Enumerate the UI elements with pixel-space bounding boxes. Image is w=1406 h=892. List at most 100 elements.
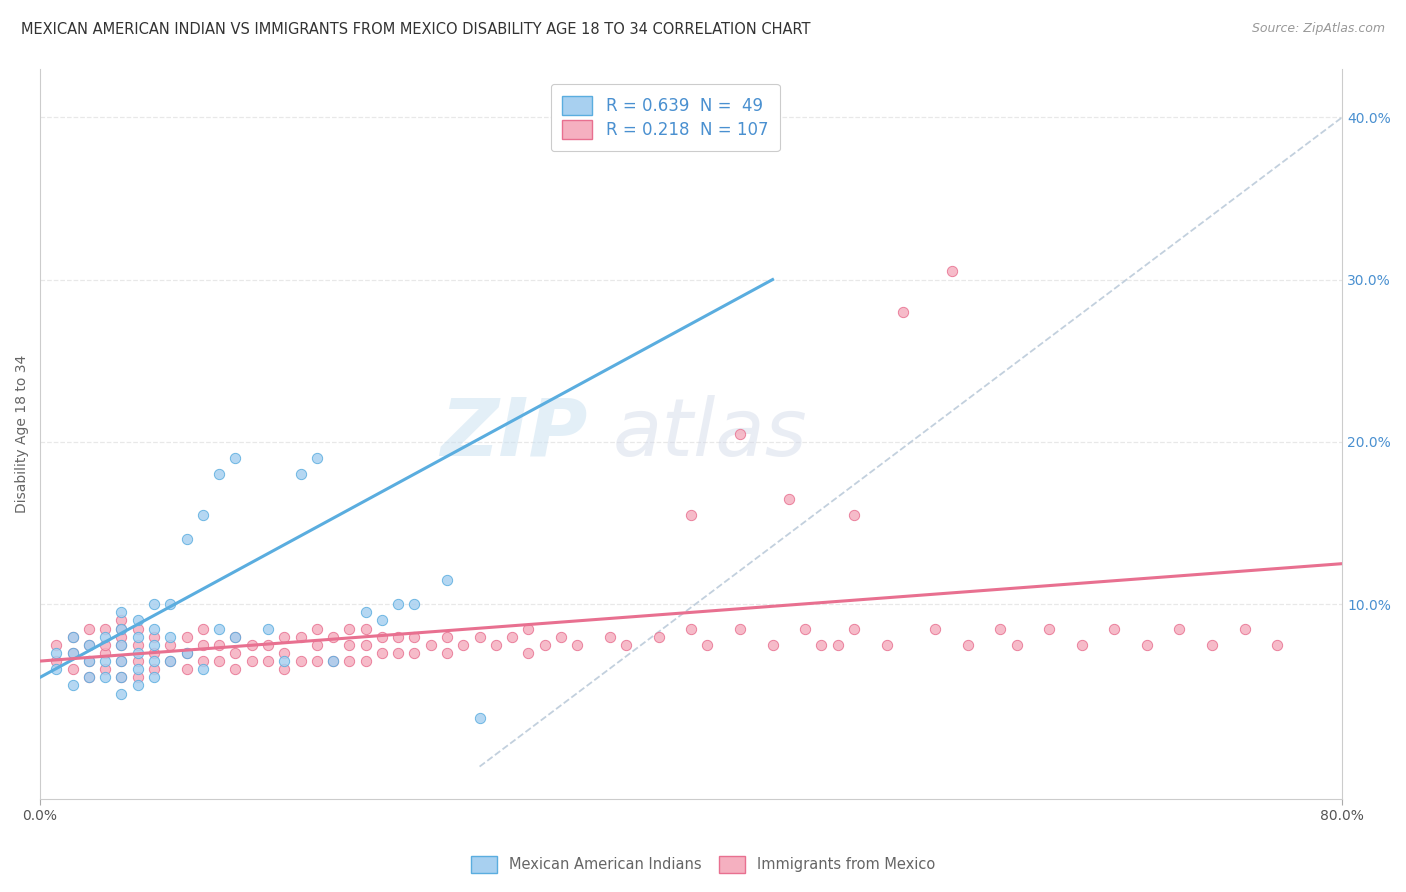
Point bbox=[127, 638, 149, 652]
Point bbox=[419, 638, 441, 652]
Point bbox=[354, 622, 377, 636]
Point bbox=[62, 646, 84, 660]
Point bbox=[191, 508, 214, 522]
Point bbox=[681, 622, 703, 636]
Point bbox=[468, 630, 491, 644]
Point bbox=[159, 638, 181, 652]
Point bbox=[810, 638, 832, 652]
Point bbox=[191, 638, 214, 652]
Point bbox=[305, 451, 328, 466]
Point bbox=[110, 638, 132, 652]
Point bbox=[94, 646, 117, 660]
Point bbox=[77, 622, 100, 636]
Point bbox=[127, 622, 149, 636]
Point bbox=[842, 622, 865, 636]
Point bbox=[273, 646, 295, 660]
Point bbox=[567, 638, 589, 652]
Point bbox=[517, 622, 540, 636]
Point bbox=[127, 670, 149, 684]
Point bbox=[1038, 622, 1060, 636]
Point bbox=[305, 638, 328, 652]
Point bbox=[62, 678, 84, 692]
Point bbox=[110, 606, 132, 620]
Point bbox=[599, 630, 621, 644]
Point bbox=[1265, 638, 1288, 652]
Point bbox=[208, 638, 231, 652]
Point bbox=[371, 630, 394, 644]
Point bbox=[45, 638, 67, 652]
Point bbox=[176, 646, 198, 660]
Point bbox=[468, 711, 491, 725]
Point bbox=[436, 630, 458, 644]
Point bbox=[436, 573, 458, 587]
Point bbox=[354, 638, 377, 652]
Point bbox=[305, 654, 328, 668]
Point bbox=[337, 638, 360, 652]
Point bbox=[62, 646, 84, 660]
Point bbox=[794, 622, 817, 636]
Point bbox=[322, 654, 344, 668]
Point bbox=[127, 646, 149, 660]
Point bbox=[956, 638, 979, 652]
Point bbox=[94, 654, 117, 668]
Point bbox=[1233, 622, 1256, 636]
Point bbox=[387, 597, 409, 611]
Point bbox=[94, 662, 117, 676]
Point bbox=[240, 654, 263, 668]
Legend: R = 0.639  N =  49, R = 0.218  N = 107: R = 0.639 N = 49, R = 0.218 N = 107 bbox=[551, 84, 780, 151]
Point bbox=[290, 467, 312, 482]
Point bbox=[143, 654, 166, 668]
Point bbox=[143, 630, 166, 644]
Point bbox=[62, 662, 84, 676]
Point bbox=[127, 630, 149, 644]
Point bbox=[127, 654, 149, 668]
Point bbox=[143, 597, 166, 611]
Point bbox=[453, 638, 475, 652]
Point bbox=[143, 670, 166, 684]
Point bbox=[224, 646, 246, 660]
Point bbox=[191, 654, 214, 668]
Point bbox=[127, 678, 149, 692]
Point bbox=[159, 654, 181, 668]
Point bbox=[94, 630, 117, 644]
Point bbox=[371, 614, 394, 628]
Point bbox=[273, 662, 295, 676]
Point bbox=[110, 654, 132, 668]
Point bbox=[143, 638, 166, 652]
Point bbox=[176, 646, 198, 660]
Point bbox=[94, 622, 117, 636]
Point bbox=[176, 533, 198, 547]
Point bbox=[941, 264, 963, 278]
Point bbox=[191, 662, 214, 676]
Point bbox=[77, 654, 100, 668]
Point bbox=[876, 638, 898, 652]
Point bbox=[224, 630, 246, 644]
Point bbox=[110, 670, 132, 684]
Point bbox=[159, 597, 181, 611]
Y-axis label: Disability Age 18 to 34: Disability Age 18 to 34 bbox=[15, 355, 30, 513]
Point bbox=[990, 622, 1012, 636]
Point bbox=[143, 622, 166, 636]
Text: Source: ZipAtlas.com: Source: ZipAtlas.com bbox=[1251, 22, 1385, 36]
Text: MEXICAN AMERICAN INDIAN VS IMMIGRANTS FROM MEXICO DISABILITY AGE 18 TO 34 CORREL: MEXICAN AMERICAN INDIAN VS IMMIGRANTS FR… bbox=[21, 22, 811, 37]
Point bbox=[240, 638, 263, 652]
Point bbox=[1070, 638, 1092, 652]
Point bbox=[1168, 622, 1191, 636]
Point bbox=[127, 614, 149, 628]
Point bbox=[387, 630, 409, 644]
Point bbox=[273, 654, 295, 668]
Point bbox=[208, 622, 231, 636]
Point bbox=[110, 687, 132, 701]
Point bbox=[404, 646, 426, 660]
Point bbox=[273, 630, 295, 644]
Point bbox=[614, 638, 637, 652]
Point bbox=[176, 630, 198, 644]
Point bbox=[176, 662, 198, 676]
Point bbox=[550, 630, 572, 644]
Point bbox=[110, 654, 132, 668]
Point bbox=[94, 670, 117, 684]
Point bbox=[305, 622, 328, 636]
Point bbox=[354, 606, 377, 620]
Point bbox=[159, 654, 181, 668]
Point bbox=[143, 662, 166, 676]
